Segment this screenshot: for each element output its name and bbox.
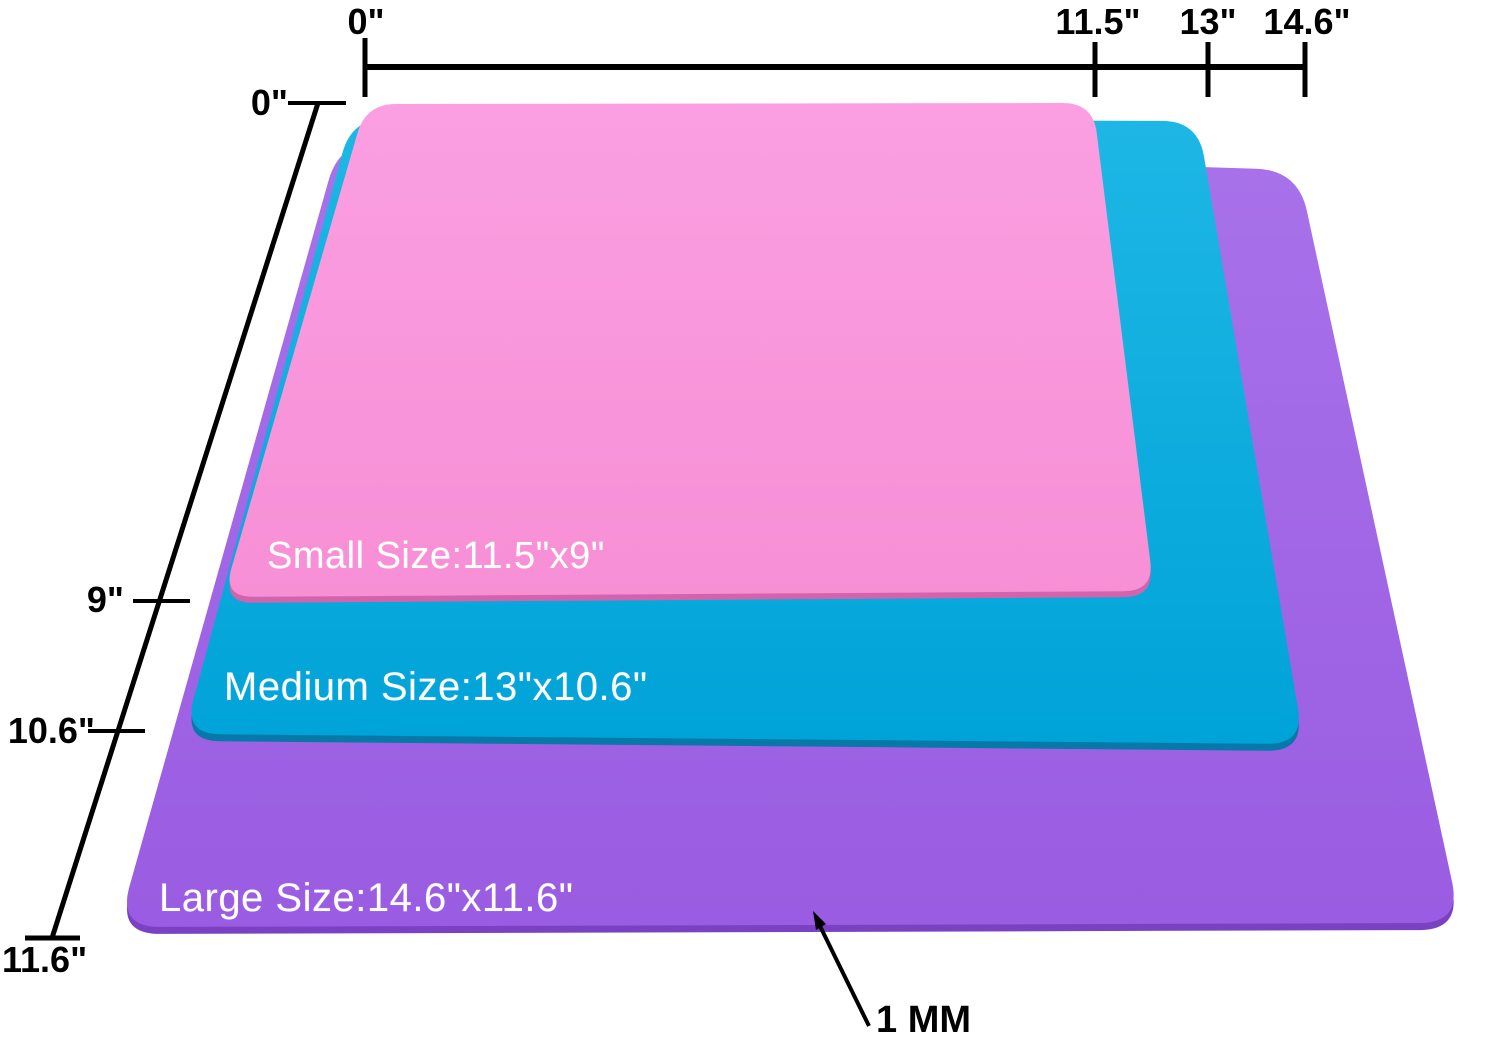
top-ruler-label-13in: 13" bbox=[1179, 1, 1237, 42]
mat-label-large: Large Size:14.6"x11.6" bbox=[159, 876, 574, 920]
left-ruler-label-10-6in: 10.6" bbox=[7, 710, 95, 751]
left-ruler-line bbox=[49, 102, 321, 939]
thickness-arrow bbox=[813, 911, 871, 1027]
top-ruler-label-0in: 0" bbox=[347, 1, 385, 42]
small-mat bbox=[229, 103, 1151, 597]
left-ruler-label-0in: 0" bbox=[250, 82, 288, 123]
thickness-label: 1 MM bbox=[876, 999, 971, 1041]
top-ruler-label-14-6in: 14.6" bbox=[1263, 1, 1351, 42]
rulers-layer bbox=[25, 38, 1308, 941]
top-ruler-label-11-5in: 11.5" bbox=[1055, 1, 1141, 42]
mats-layer bbox=[126, 103, 1454, 934]
left-ruler-label-9in: 9" bbox=[86, 579, 124, 620]
mat-label-small: Small Size:11.5"x9" bbox=[267, 535, 605, 577]
arrow-head-icon bbox=[813, 911, 826, 930]
mat-label-medium: Medium Size:13"x10.6" bbox=[224, 665, 648, 709]
arrow-line bbox=[816, 921, 871, 1027]
left-ruler-label-11-6in: 11.6" bbox=[2, 939, 88, 980]
